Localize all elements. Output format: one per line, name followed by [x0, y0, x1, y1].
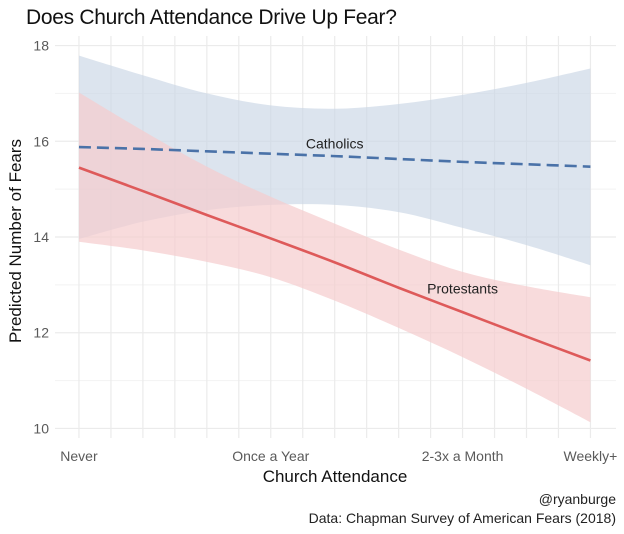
- y-tick-label: 10: [33, 420, 49, 436]
- x-axis-title: Church Attendance: [263, 467, 408, 486]
- catholics-confidence-ribbon: [78, 55, 591, 266]
- fit-lines: [78, 145, 591, 362]
- caption-source: Data: Chapman Survey of American Fears (…: [309, 510, 616, 526]
- y-tick-label: 12: [33, 325, 49, 341]
- x-tick-label: Weekly+: [564, 448, 618, 464]
- caption-author: @ryanburge: [539, 491, 616, 507]
- x-tick-label: Once a Year: [232, 448, 309, 464]
- protestants-confidence-ribbon: [78, 92, 591, 423]
- y-tick-label: 14: [33, 229, 49, 245]
- y-axis-title: Predicted Number of Fears: [6, 139, 25, 343]
- confidence-ribbons: [78, 55, 591, 423]
- y-tick-label: 18: [33, 38, 49, 54]
- y-tick-label: 16: [33, 133, 49, 149]
- catholics-fit-line: [78, 145, 591, 168]
- x-tick-label: 2-3x a Month: [422, 448, 504, 464]
- protestants-label: Protestants: [427, 281, 498, 297]
- chart-title: Does Church Attendance Drive Up Fear?: [26, 6, 397, 29]
- x-axis-ticks: Never Once a Year 2-3x a Month Weekly+: [60, 448, 617, 464]
- protestants-fit-line: [78, 166, 591, 362]
- catholics-label: Catholics: [306, 136, 364, 152]
- x-tick-label: Never: [60, 448, 98, 464]
- series-labels: Catholics Protestants: [306, 136, 498, 297]
- y-axis-ticks: 10 12 14 16 18: [33, 38, 49, 437]
